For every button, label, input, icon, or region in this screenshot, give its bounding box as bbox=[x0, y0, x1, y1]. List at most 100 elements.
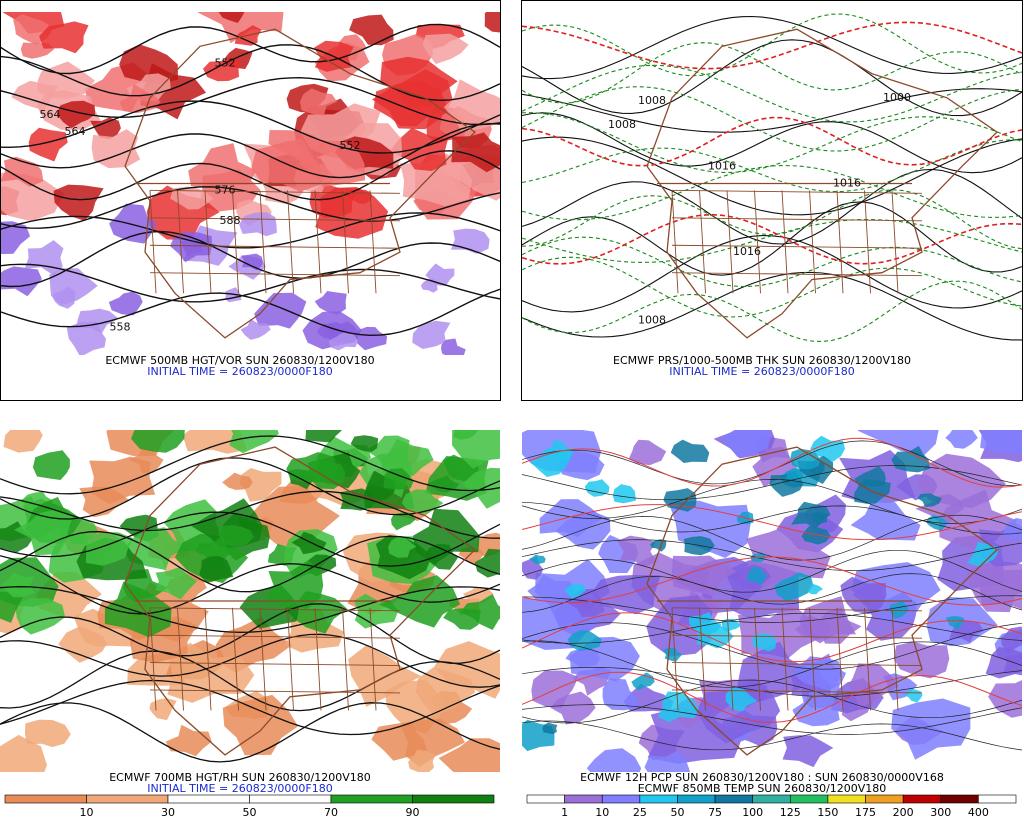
precip-area bbox=[979, 561, 1022, 610]
colorbar-label: 125 bbox=[780, 806, 801, 819]
state-line bbox=[149, 272, 401, 277]
contour-line bbox=[0, 76, 500, 126]
state-line bbox=[287, 607, 294, 711]
colorbar-swatch bbox=[564, 794, 603, 804]
moist-area bbox=[32, 450, 70, 480]
moist-area bbox=[460, 594, 500, 630]
contour-line bbox=[522, 42, 1022, 104]
colorbar-swatch bbox=[865, 794, 904, 804]
vorticity-area bbox=[39, 21, 89, 54]
map: 1008 1016 1008 1016 1000 1016 1008 bbox=[522, 12, 1022, 355]
moist-area bbox=[15, 598, 66, 635]
vorticity-area bbox=[422, 33, 469, 64]
initial-time: INITIAL TIME = 260823/0000F180 bbox=[147, 782, 332, 795]
precip-heavy bbox=[612, 484, 637, 504]
precip-heavy bbox=[790, 448, 821, 470]
state-line bbox=[149, 189, 401, 194]
vorticity-negative bbox=[314, 291, 347, 315]
contour-line bbox=[522, 201, 1022, 276]
vorticity-negative bbox=[49, 268, 98, 306]
coastline bbox=[124, 446, 477, 756]
caption: ECMWF 850MB TEMP SUN 260830/1200V180 bbox=[638, 782, 887, 795]
vorticity-area bbox=[443, 79, 500, 132]
caption: ECMWF 700MB HGT/RH SUN 260830/1200V180 bbox=[109, 771, 371, 784]
colorbar-swatch bbox=[827, 794, 866, 804]
panel-frame bbox=[521, 0, 1023, 401]
contour-line bbox=[522, 168, 1022, 245]
colorbar-swatch bbox=[526, 794, 565, 804]
caption: ECMWF 12H PCP SUN 260830/1200V180 : SUN … bbox=[580, 771, 944, 784]
vorticity-negative bbox=[0, 266, 42, 297]
vorticity-area bbox=[170, 186, 214, 210]
colorbar-label: 75 bbox=[708, 806, 722, 819]
contour-line bbox=[522, 573, 1022, 613]
precip-heavy bbox=[774, 572, 814, 602]
colorbar-label: 70 bbox=[324, 806, 338, 819]
dry-area bbox=[433, 641, 500, 699]
vorticity-negative bbox=[241, 253, 263, 271]
precip-heavy bbox=[564, 583, 586, 599]
colorbar-swatch bbox=[677, 794, 716, 804]
precip-heavy bbox=[670, 439, 710, 463]
moist-area bbox=[462, 467, 500, 509]
contour-label: 1016 bbox=[708, 159, 736, 172]
contour-line bbox=[522, 189, 1022, 250]
contour-line bbox=[522, 236, 1022, 288]
state-line bbox=[149, 217, 401, 222]
state-line bbox=[232, 607, 239, 711]
colorbar-swatch bbox=[940, 794, 979, 804]
contour-line bbox=[0, 23, 500, 75]
precip-area bbox=[1003, 518, 1022, 540]
vorticity-area bbox=[203, 58, 241, 82]
panel: 564 552 552 576 588 558 564 ECMWF 500MB HGT/VOR… bbox=[0, 0, 501, 401]
state-line bbox=[671, 689, 923, 694]
precip-area bbox=[644, 752, 691, 772]
colorbar-swatch bbox=[790, 794, 829, 804]
contour-line bbox=[0, 100, 500, 154]
state-line bbox=[342, 607, 349, 711]
caption: ECMWF PRS/1000-500MB THK SUN 260830/1200… bbox=[613, 354, 911, 367]
colorbar-swatch bbox=[249, 794, 332, 804]
precip-heavy bbox=[945, 616, 964, 630]
contour-label: 564 bbox=[65, 125, 86, 138]
vorticity-area bbox=[197, 12, 284, 44]
colorbar-label: 10 bbox=[80, 806, 94, 819]
contour-line bbox=[0, 650, 500, 712]
vorticity-area bbox=[484, 12, 500, 33]
state-line bbox=[149, 634, 401, 639]
colorbar-label: 400 bbox=[968, 806, 989, 819]
vorticity-negative bbox=[328, 331, 358, 351]
state-line bbox=[836, 607, 844, 711]
contour-label: 1000 bbox=[883, 91, 911, 104]
moist-area bbox=[350, 435, 379, 452]
contour-line bbox=[0, 555, 500, 615]
moist-area bbox=[14, 509, 74, 556]
moist-area bbox=[452, 430, 500, 469]
dry-area bbox=[3, 430, 43, 453]
contour-line bbox=[0, 702, 500, 763]
dry-area bbox=[239, 468, 282, 502]
vorticity-area bbox=[119, 83, 161, 114]
state-line bbox=[891, 190, 899, 294]
state-line bbox=[726, 190, 734, 294]
coastline bbox=[124, 28, 477, 339]
contour-line bbox=[0, 531, 500, 593]
contour-line bbox=[522, 549, 1022, 593]
precip-area bbox=[721, 430, 771, 457]
colorbar-label: 200 bbox=[893, 806, 914, 819]
precip-heavy bbox=[801, 525, 831, 545]
map: 564 552 552 576 588 558 564 bbox=[0, 12, 500, 355]
contour-line bbox=[0, 186, 500, 229]
state-line bbox=[671, 662, 923, 667]
contour-line bbox=[0, 633, 500, 688]
colorbar-label: 1 bbox=[561, 806, 568, 819]
vorticity-area bbox=[218, 12, 245, 23]
colorbar-label: 300 bbox=[930, 806, 951, 819]
state-line bbox=[754, 190, 761, 294]
precip-area bbox=[917, 453, 1006, 509]
state-line bbox=[781, 190, 789, 294]
vorticity-negative bbox=[75, 308, 119, 334]
state-line bbox=[809, 190, 816, 294]
precip-heavy bbox=[967, 541, 999, 567]
moist-area bbox=[307, 459, 346, 490]
